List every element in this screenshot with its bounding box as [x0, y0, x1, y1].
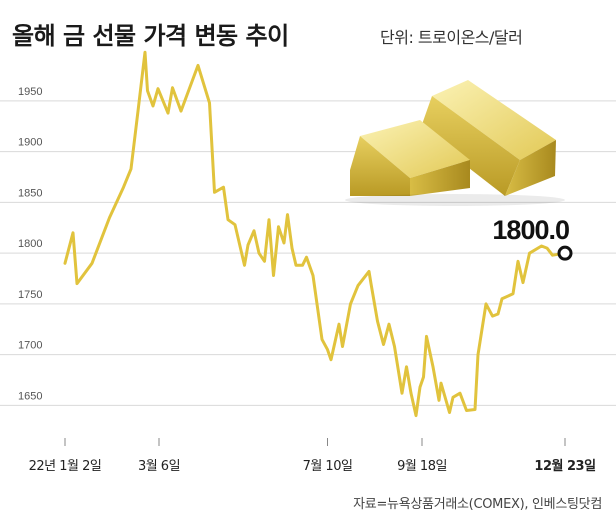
y-tick-label: 1750 [18, 289, 42, 301]
source-note: 자료=뉴욕상품거래소(COMEX), 인베스팅닷컴 [353, 497, 602, 512]
series-line [63, 50, 567, 418]
y-tick-label: 1800 [18, 238, 42, 250]
grid [0, 100, 616, 406]
chart-title: 올해 금 선물 가격 변동 추이 [12, 22, 289, 50]
y-axis-ticks: 1650 1700 1750 1800 1850 1900 1950 [18, 86, 42, 402]
end-value-label: 1800.0 [492, 215, 569, 245]
y-tick-label: 1950 [18, 86, 42, 98]
x-tick-label: 9월 18일 [397, 459, 447, 474]
unit-label: 단위: 트로이온스/달러 [380, 28, 523, 47]
end-point-marker [557, 245, 573, 261]
gold-bars-icon [345, 80, 565, 206]
x-tick-label: 3월 6일 [138, 459, 180, 474]
plot-area: 1800.0 [63, 50, 573, 418]
y-tick-label: 1700 [18, 340, 42, 352]
x-axis: 22년 1월 2일 3월 6일 7월 10일 9월 18일 12월 23일 [29, 438, 596, 474]
y-tick-label: 1650 [18, 390, 42, 402]
x-tick-label: 7월 10일 [303, 459, 353, 474]
x-tick-label: 12월 23일 [534, 458, 595, 474]
y-tick-label: 1850 [18, 187, 42, 199]
x-tick-label: 22년 1월 2일 [29, 459, 102, 474]
y-tick-label: 1900 [18, 137, 42, 149]
